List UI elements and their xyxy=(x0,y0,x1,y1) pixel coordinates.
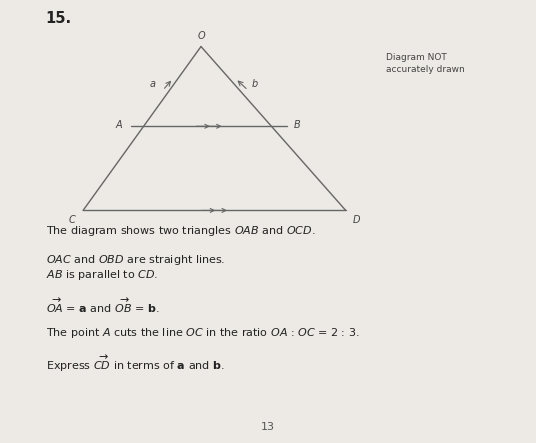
Text: Diagram NOT
accurately drawn: Diagram NOT accurately drawn xyxy=(386,53,465,74)
Text: C: C xyxy=(68,215,75,225)
Text: a: a xyxy=(150,79,156,89)
Text: D: D xyxy=(353,215,360,225)
Text: B: B xyxy=(294,120,301,130)
Text: $\overrightarrow{OA}$ = $\mathbf{a}$ and $\overrightarrow{OB}$ = $\mathbf{b}$.: $\overrightarrow{OA}$ = $\mathbf{a}$ and… xyxy=(46,297,159,315)
Text: b: b xyxy=(251,79,258,89)
Text: $\mathit{AB}$ is parallel to $\mathit{CD}$.: $\mathit{AB}$ is parallel to $\mathit{CD… xyxy=(46,268,158,282)
Text: $\mathit{OAC}$ and $\mathit{OBD}$ are straight lines.: $\mathit{OAC}$ and $\mathit{OBD}$ are st… xyxy=(46,253,225,267)
Text: Express $\overrightarrow{CD}$ in terms of $\mathbf{a}$ and $\mathbf{b}$.: Express $\overrightarrow{CD}$ in terms o… xyxy=(46,354,225,374)
Text: The point $\mathit{A}$ cuts the line $\mathit{OC}$ in the ratio $\mathit{OA}$ : : The point $\mathit{A}$ cuts the line $\m… xyxy=(46,326,359,340)
Text: A: A xyxy=(115,120,122,130)
Text: 15.: 15. xyxy=(46,11,72,26)
Text: O: O xyxy=(197,31,205,41)
Text: 13: 13 xyxy=(261,422,275,432)
Text: The diagram shows two triangles $\mathit{OAB}$ and $\mathit{OCD}$.: The diagram shows two triangles $\mathit… xyxy=(46,224,315,238)
